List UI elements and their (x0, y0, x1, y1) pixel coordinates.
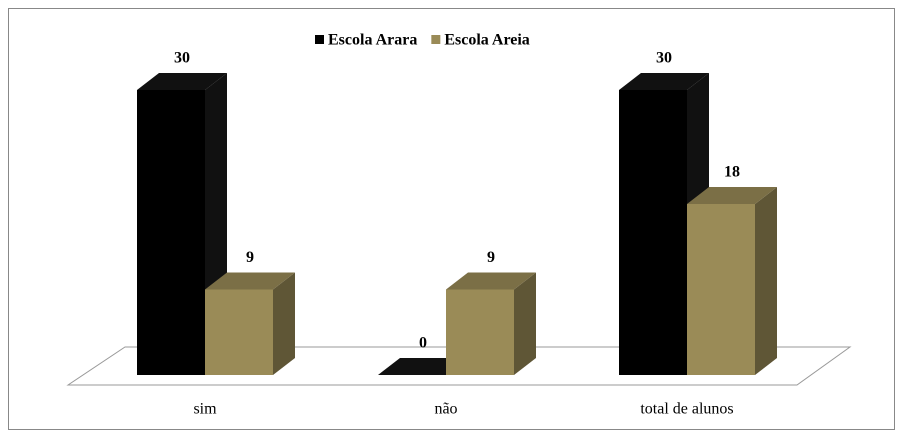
bar (205, 272, 295, 375)
data-label: 0 (419, 335, 427, 352)
data-label: 30 (174, 50, 190, 67)
data-label: 18 (724, 164, 740, 181)
x-tick-label: sim (193, 401, 217, 418)
bar-top (687, 187, 777, 204)
bar-front (619, 90, 687, 375)
bar (687, 187, 777, 375)
data-label: 30 (656, 50, 672, 67)
bar-side (755, 187, 777, 375)
bar-top (446, 272, 536, 290)
bar-top (619, 73, 709, 90)
bar-front (205, 289, 273, 375)
legend-label: Escola Areia (444, 32, 529, 49)
x-tick-label: não (434, 401, 457, 418)
bar (137, 73, 227, 375)
legend-label: Escola Arara (328, 32, 417, 49)
bar-front (446, 289, 514, 375)
bar-side (273, 272, 295, 375)
bar-front (137, 90, 205, 375)
legend: Escola Arara Escola Areia (315, 32, 530, 49)
bar-front (687, 204, 755, 375)
bar-top (205, 272, 295, 290)
bar (446, 272, 536, 375)
x-tick-label: total de alunos (640, 401, 733, 418)
bar (378, 358, 468, 375)
legend-swatch (315, 35, 324, 44)
bar-side (514, 272, 536, 375)
data-label: 9 (246, 249, 254, 266)
data-label: 9 (487, 249, 495, 266)
legend-swatch (431, 35, 441, 44)
bar-top (137, 73, 227, 90)
bar-top (378, 358, 468, 375)
